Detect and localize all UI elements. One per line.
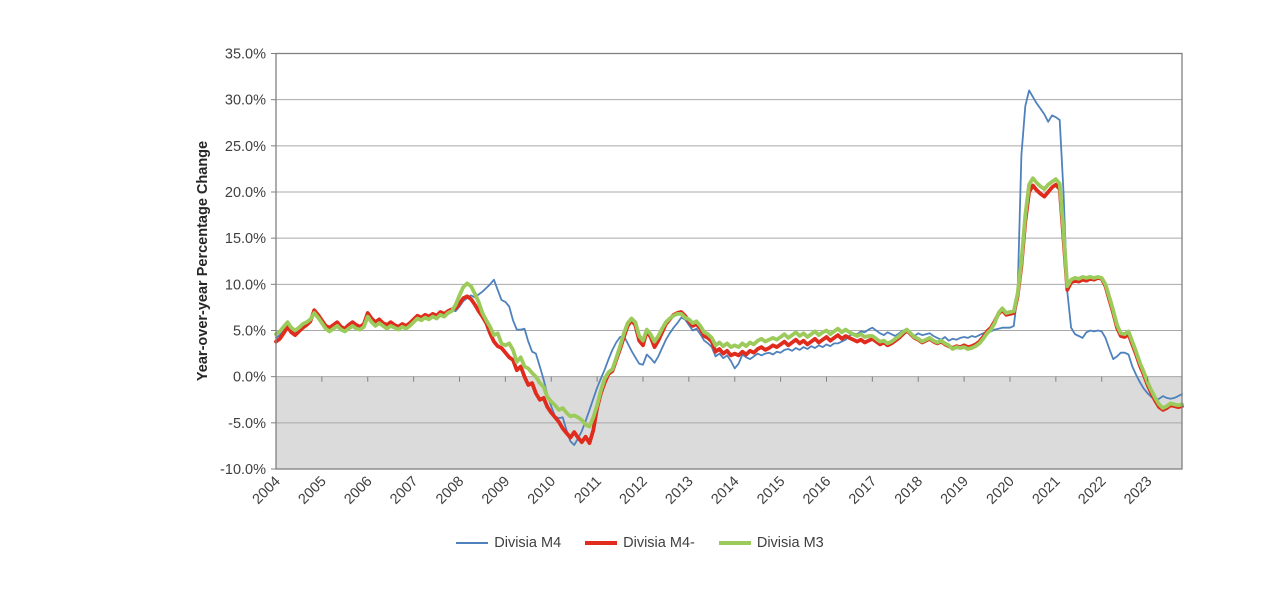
x-axis-tick-labels: 2004 2005 2006 2007 2008 2009 2010 2011 2012 2013…: [250, 474, 1156, 508]
x-tick-label: 2009: [479, 474, 513, 508]
series-line-divisia-m4-: [274, 182, 1184, 445]
legend-line-sample-red-icon: [585, 541, 618, 546]
y-tick-label: -5.0%: [228, 416, 266, 432]
y-tick-label: 10.0%: [225, 277, 266, 293]
series-line-divisia-m3: [274, 176, 1184, 429]
y-tick-label: 35.0%: [225, 47, 266, 63]
legend: Divisia M4 Divisia M4- Divisia M3: [0, 536, 1280, 551]
legend-item-divisia-m3: Divisia M3: [718, 535, 824, 551]
x-tick-label: 2020: [984, 474, 1018, 508]
legend-label-divisia-m4-minus: Divisia M4-: [623, 535, 695, 551]
series-lines: [274, 89, 1184, 446]
x-tick-label: 2012: [617, 474, 651, 508]
y-axis-title: Year-over-year Percentage Change: [195, 141, 211, 381]
y-axis-tick-labels: 35.0% 30.0% 25.0% 20.0% 15.0% 10.0% 5.0% 0.0% -5…: [220, 47, 266, 479]
x-tick-label: 2005: [296, 474, 330, 508]
x-tick-label: 2023: [1121, 474, 1155, 508]
legend-line-sample-green-icon: [718, 541, 751, 546]
legend-label-divisia-m4: Divisia M4: [494, 535, 562, 551]
x-tick-label: 2018: [892, 474, 926, 508]
legend-label-divisia-m3: Divisia M3: [756, 535, 824, 551]
axes: [271, 52, 1183, 470]
y-tick-label: 25.0%: [225, 139, 266, 155]
x-tick-label: 2017: [846, 474, 880, 508]
x-tick-label: 2019: [938, 474, 972, 508]
y-tick-label: -10.0%: [220, 462, 266, 478]
x-tick-label: 2007: [387, 474, 421, 508]
y-tick-label: 0.0%: [233, 370, 266, 386]
legend-item-divisia-m4-minus: Divisia M4-: [585, 536, 695, 551]
x-tick-label: 2022: [1075, 474, 1109, 508]
x-tick-label: 2006: [341, 474, 375, 508]
x-tick-label: 2015: [754, 474, 788, 508]
y-tick-label: 20.0%: [225, 185, 266, 201]
y-tick-label: 30.0%: [225, 93, 266, 109]
x-tick-label: 2008: [433, 474, 467, 508]
y-tick-label: 15.0%: [225, 231, 266, 247]
y-tick-label: 5.0%: [233, 324, 266, 340]
x-tick-label: 2014: [708, 474, 742, 508]
x-tick-label: 2010: [525, 474, 559, 508]
x-tick-label: 2021: [1030, 474, 1064, 508]
x-tick-label: 2013: [663, 474, 697, 508]
x-tick-label: 2004: [250, 474, 284, 508]
legend-line-sample-blue-icon: [456, 542, 489, 545]
plot-border: [275, 52, 1183, 470]
legend-item-divisia-m4: Divisia M4: [456, 536, 561, 551]
x-tick-label: 2011: [572, 474, 605, 507]
x-tick-label: 2016: [800, 474, 834, 508]
